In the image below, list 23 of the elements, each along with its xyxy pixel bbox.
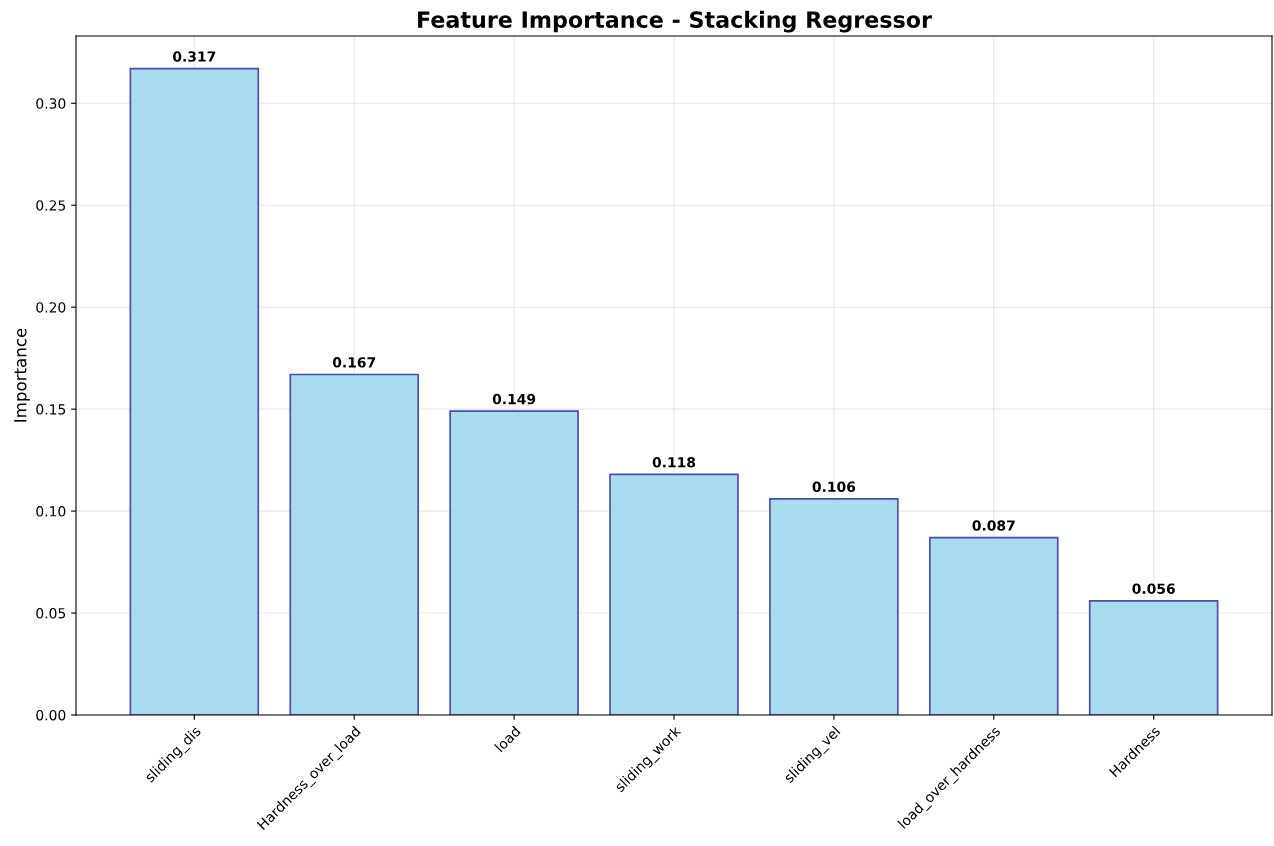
bar [928,536,1059,715]
y-tick-label: 0.25 [36,200,66,211]
data-label: 0.118 [652,457,696,468]
data-label: 0.149 [492,393,536,405]
bar [449,410,579,715]
y-tick-label: 0.05 [36,608,66,619]
data-label: 0.056 [1132,583,1175,594]
bar [769,498,899,715]
bar [289,373,420,715]
bar [609,473,739,715]
data-label: 0.087 [972,520,1015,531]
data-label: 0.106 [812,481,856,492]
bar [1088,599,1219,715]
y-tick-label: 0.00 [36,709,66,721]
y-tick-label: 0.10 [36,506,66,517]
y-tick-label: 0.15 [36,404,66,415]
data-label: 0.317 [173,51,216,62]
bar [129,67,260,715]
y-axis-title: Importance [14,328,30,422]
y-tick-label: 0.20 [36,302,66,313]
y-tick-label: 0.30 [36,98,66,109]
chart-title: Feature Importance - Stacking Regressor [418,10,932,33]
data-label: 0.167 [332,357,376,368]
